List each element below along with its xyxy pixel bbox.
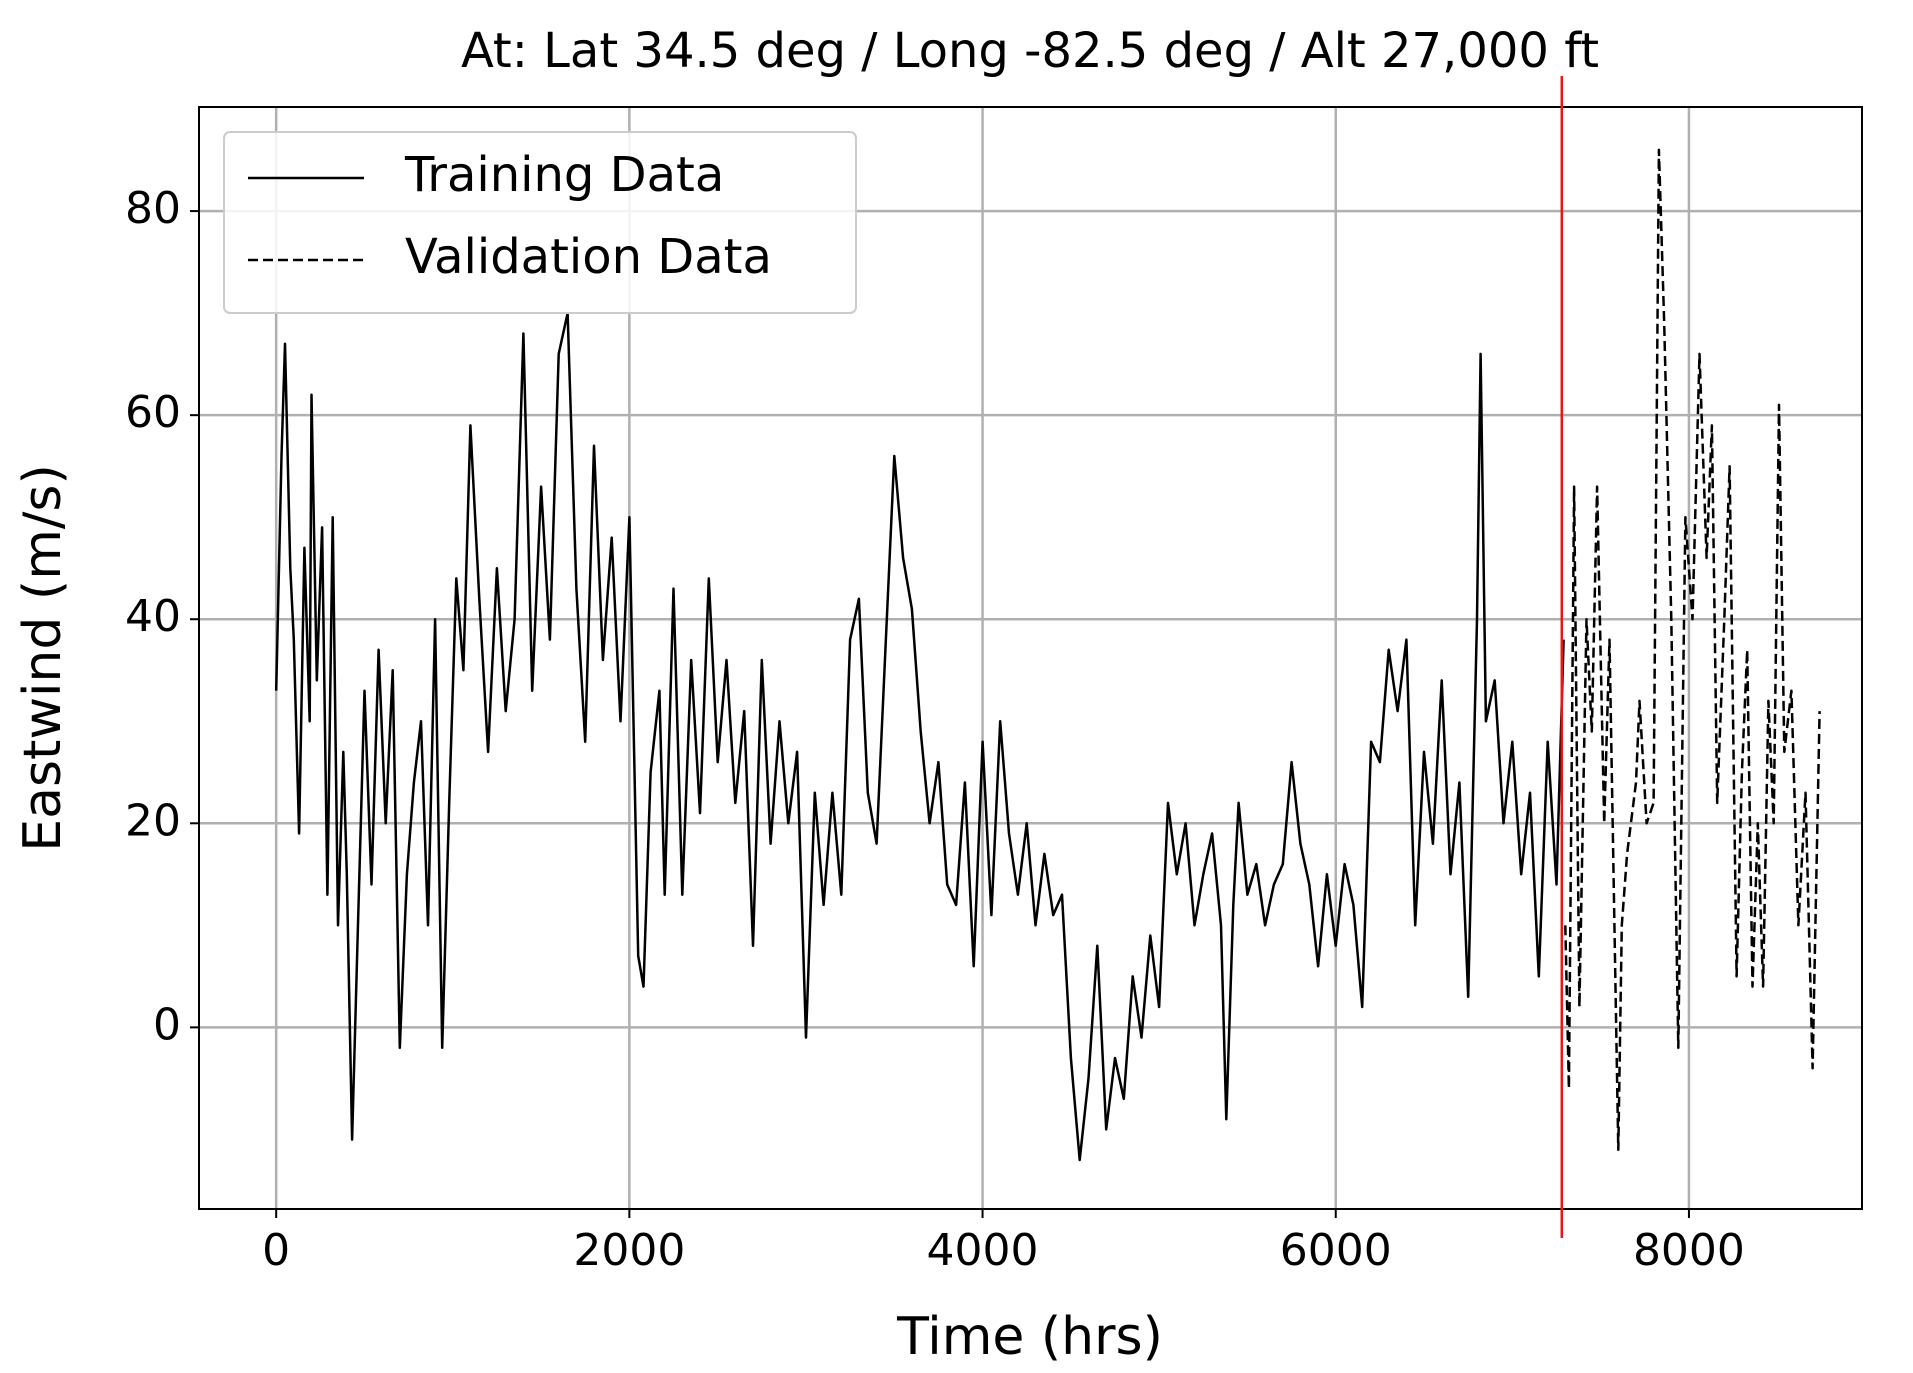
legend-label: Validation Data	[405, 229, 772, 285]
data-line	[274, 311, 1565, 1162]
legend: Training Data Validation Data	[223, 131, 857, 314]
y-axis-label: Eastwind (m/s)	[13, 464, 73, 852]
x-tick-label: 6000	[1280, 1225, 1392, 1276]
x-tick-label: 0	[262, 1225, 290, 1276]
x-tick-label: 4000	[927, 1225, 1039, 1276]
y-tick-label: 80	[125, 183, 181, 234]
plot-area	[274, 148, 1821, 1162]
chart-title: At: Lat 34.5 deg / Long -82.5 deg / Alt …	[461, 23, 1599, 79]
y-tick-label: 40	[125, 591, 181, 642]
x-tick-label: 2000	[573, 1225, 685, 1276]
y-tick-label: 60	[125, 387, 181, 438]
legend-label: Training Data	[404, 147, 724, 203]
x-tick-label: 8000	[1633, 1225, 1745, 1276]
x-axis-label: Time (hrs)	[896, 1307, 1163, 1367]
legend-box	[223, 131, 857, 314]
y-tick-label: 0	[153, 999, 181, 1050]
plot-frame	[198, 106, 1863, 1210]
y-tick-label: 20	[125, 795, 181, 846]
data-line	[1564, 148, 1821, 1152]
